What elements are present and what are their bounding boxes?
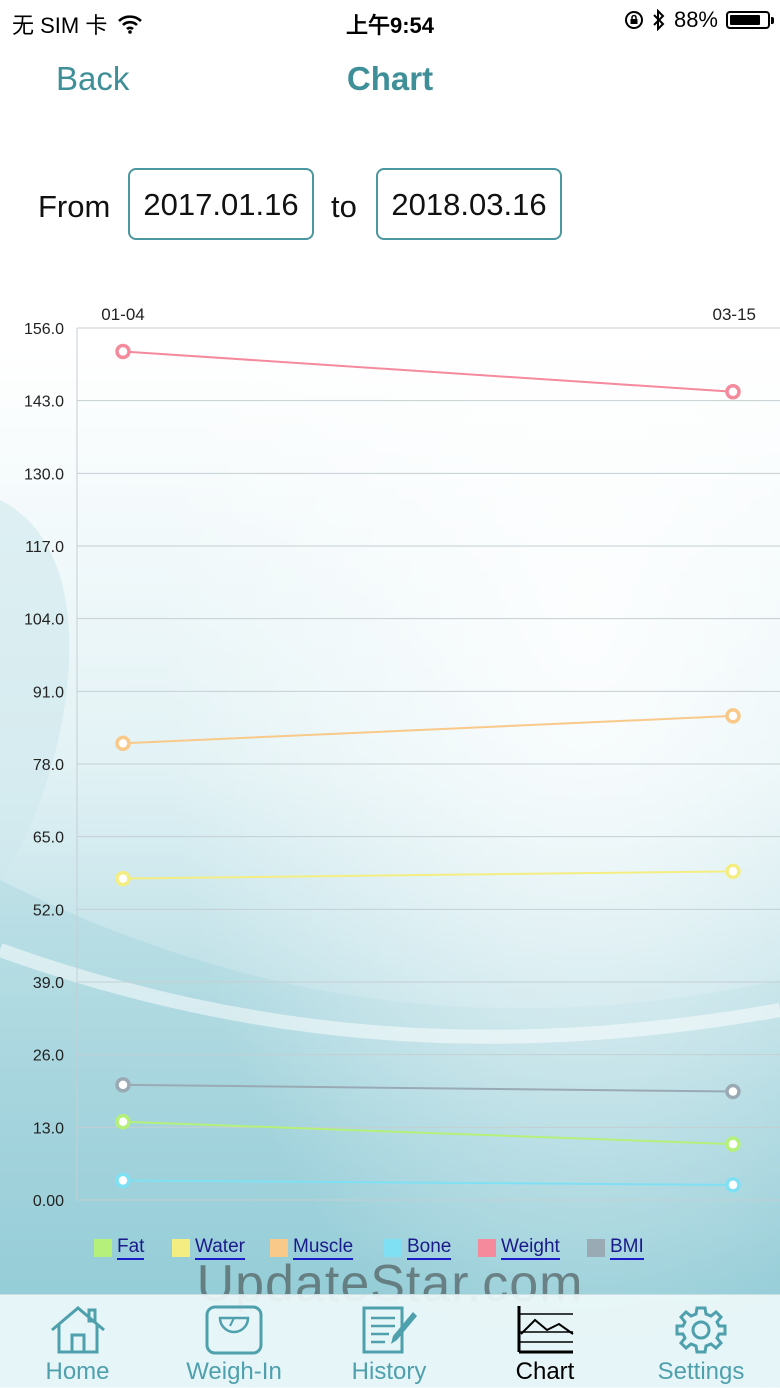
back-button[interactable]: Back (56, 60, 130, 97)
tab-home-label: Home (45, 1358, 110, 1385)
to-date-field[interactable]: 2018.03.16 (376, 168, 562, 240)
legend-swatch (384, 1239, 402, 1257)
scale-icon (205, 1305, 263, 1355)
series-line (122, 870, 734, 880)
chart-series (115, 343, 741, 1193)
legend-label: Water (195, 1236, 245, 1260)
legend-label: Fat (117, 1236, 145, 1260)
tab-chart[interactable]: Chart (490, 1295, 600, 1388)
y-tick-label: 0.00 (33, 1193, 64, 1210)
series-bone (115, 1172, 741, 1193)
series-line (122, 1120, 734, 1146)
data-point (725, 383, 741, 400)
y-tick-label: 26.0 (33, 1048, 64, 1065)
from-date-field[interactable]: 2017.01.16 (128, 168, 314, 240)
tab-history-label: History (351, 1358, 427, 1385)
y-tick-label: 52.0 (33, 902, 64, 919)
battery-percent: 88% (673, 7, 718, 32)
y-tick-label: 91.0 (33, 684, 64, 701)
gear-icon (675, 1306, 727, 1354)
tab-weigh-in-label: Weigh-In (186, 1358, 282, 1385)
legend-swatch (270, 1239, 288, 1257)
data-point (725, 1083, 741, 1100)
series-bmi (115, 1077, 741, 1100)
series-line (122, 1083, 734, 1093)
data-point (115, 870, 131, 887)
date-range-selector: From 2017.01.16 to 2018.03.16 (0, 168, 780, 244)
legend-item-water: Water (172, 1236, 245, 1260)
series-fat (115, 1113, 741, 1152)
y-tick-label: 78.0 (33, 757, 64, 774)
data-point (115, 1077, 131, 1093)
series-muscle (115, 708, 741, 752)
line-chart-icon (517, 1306, 574, 1354)
series-weight (115, 343, 741, 400)
tab-home[interactable]: Home (20, 1295, 135, 1388)
legend-item-bone: Bone (384, 1236, 452, 1260)
notepad-pencil-icon (362, 1306, 417, 1354)
y-tick-label: 117.0 (25, 539, 64, 556)
y-axis-labels: 156.0 143.0 130.0 117.0 104.0 91.0 78.0 65.0 52.… (24, 321, 64, 1210)
data-point (725, 1136, 741, 1152)
to-label: to (331, 189, 357, 224)
y-tick-label: 13.0 (33, 1120, 64, 1137)
house-icon (50, 1306, 105, 1354)
series-line (122, 350, 734, 393)
series-line (122, 1179, 734, 1186)
y-tick-label: 65.0 (33, 830, 64, 847)
y-tick-label: 130.0 (24, 466, 64, 483)
data-point (725, 863, 741, 880)
bluetooth-icon (653, 9, 665, 31)
legend-label: BMI (610, 1236, 644, 1260)
x-axis-labels: 01-04 03-15 (101, 305, 756, 324)
x-tick-label: 01-04 (101, 305, 144, 324)
y-tick-label: 143.0 (24, 394, 64, 411)
legend-swatch (587, 1239, 605, 1257)
from-label: From (38, 189, 111, 224)
status-bar: 无 SIM 卡 上午9:54 88% (0, 0, 780, 40)
tab-settings[interactable]: Settings (640, 1295, 762, 1388)
legend-label: Muscle (293, 1236, 354, 1260)
legend-label: Weight (501, 1236, 560, 1260)
legend-label: Bone (407, 1236, 452, 1260)
clock: 上午9:54 (345, 13, 435, 38)
data-point (725, 1177, 741, 1193)
legend-item-bmi: BMI (587, 1236, 644, 1260)
chart-legend: Fat Water Muscle Bone Weight BMI (0, 1236, 780, 1266)
y-tick-label: 156.0 (24, 321, 64, 338)
x-tick-label: 03-15 (713, 305, 756, 324)
legend-swatch (172, 1239, 190, 1257)
legend-item-muscle: Muscle (270, 1236, 354, 1260)
data-point (115, 1172, 131, 1189)
legend-item-fat: Fat (94, 1236, 145, 1260)
battery-icon (726, 11, 774, 29)
chart-grid (76, 327, 780, 1201)
tab-bar: Home Weigh-In History Chart (0, 1294, 780, 1388)
y-tick-label: 39.0 (33, 975, 64, 992)
page-title: Chart (346, 60, 434, 97)
tab-weigh-in[interactable]: Weigh-In (170, 1295, 298, 1388)
carrier-label: 无 SIM 卡 (12, 13, 108, 38)
tab-history[interactable]: History (333, 1295, 445, 1388)
navigation-bar: Back Chart (0, 58, 780, 102)
data-point (115, 735, 131, 752)
y-tick-label: 104.0 (24, 612, 64, 629)
legend-item-weight: Weight (478, 1236, 560, 1260)
body-metrics-line-chart: 156.0 143.0 130.0 117.0 104.0 91.0 78.0 65.0 52.… (24, 305, 780, 1210)
legend-swatch (94, 1239, 112, 1257)
legend-swatch (478, 1239, 496, 1257)
rotation-lock-icon (624, 11, 643, 29)
data-point (725, 708, 741, 724)
tab-settings-label: Settings (657, 1358, 745, 1385)
wifi-icon (118, 15, 143, 34)
data-point (115, 1113, 131, 1130)
series-water (115, 863, 741, 887)
series-line (122, 714, 734, 745)
tab-chart-label: Chart (515, 1358, 575, 1385)
data-point (115, 343, 131, 360)
